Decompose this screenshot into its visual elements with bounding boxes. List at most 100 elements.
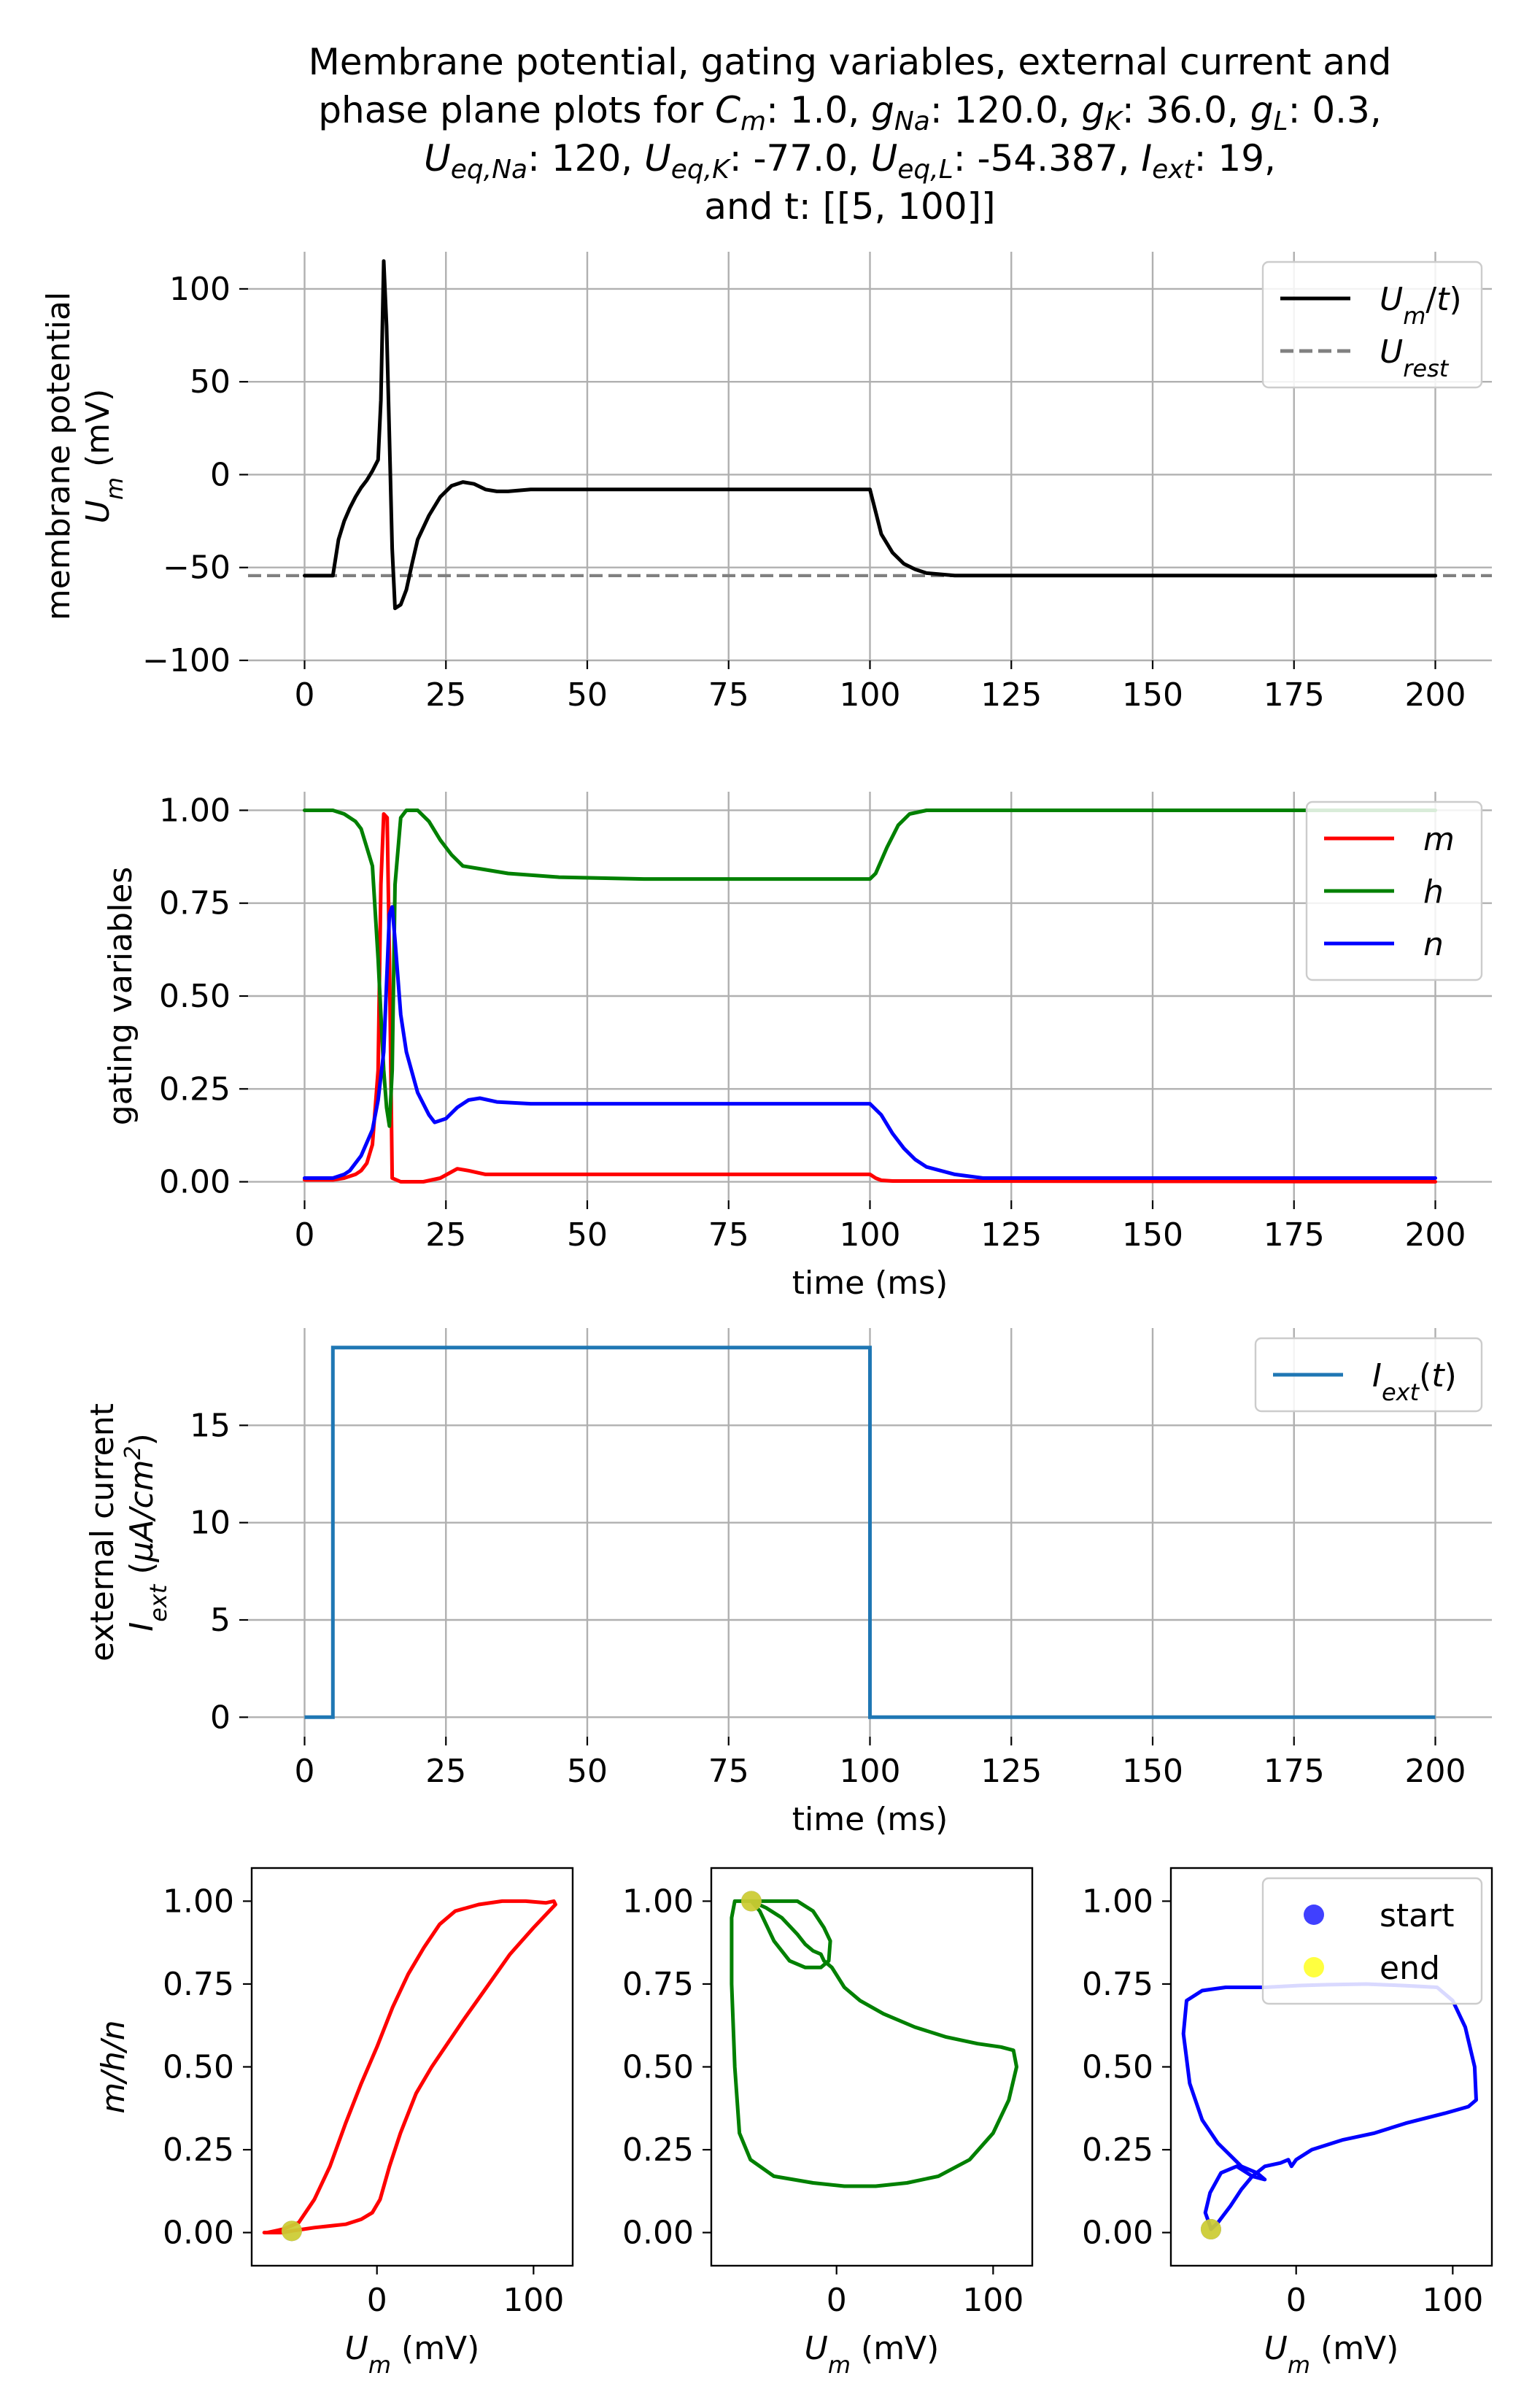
x-axis-label: time (ms) [792, 1265, 948, 1302]
legend: start end [1261, 1877, 1483, 2005]
x-tick-label: 125 [980, 1216, 1042, 1254]
x-tick-label: 150 [1122, 676, 1183, 714]
x-tick-label: 125 [980, 1753, 1042, 1790]
x-tick-label: 100 [840, 1216, 901, 1254]
phase-series-m [262, 1899, 557, 2235]
x-tick-label: 125 [980, 676, 1042, 714]
legend: mhn [1305, 800, 1483, 981]
legend-label-start: start [1380, 1897, 1454, 1934]
x-tick-label: 50 [567, 1216, 608, 1254]
y-tick-label: 0.00 [622, 2215, 694, 2252]
x-tick-label: 200 [1405, 1753, 1466, 1790]
x-axis-label: time (ms) [792, 1801, 948, 1838]
x-tick-label: 25 [425, 1216, 466, 1254]
x-tick-label: 50 [567, 676, 608, 714]
x-tick-label: 150 [1122, 1753, 1183, 1790]
chart-phase-m: 0 100 0.00 0.25 0.50 0.75 1.00 Um (mV) m/h/n [95, 1867, 574, 2379]
y-tick-label: 50 [190, 363, 231, 401]
y-tick-label: 10 [190, 1505, 231, 1542]
end-marker [740, 1891, 762, 1912]
phase-series-h [730, 1899, 1018, 2188]
y-tick-label: 5 [210, 1602, 231, 1639]
y-axis-label-line-1: membrane potential [40, 292, 77, 620]
y-tick-label: 0.00 [1082, 2215, 1153, 2252]
legend-marker-end [1304, 1957, 1324, 1977]
y-tick-label: 1.00 [622, 1883, 694, 1920]
y-axis-label: external current Iext (μA/cm2) [84, 1403, 172, 1662]
x-tick-label: 0 [367, 2282, 387, 2319]
series-u-m [303, 259, 1437, 611]
x-tick-label: 100 [962, 2282, 1024, 2319]
x-axis-label: Um (mV) [805, 2330, 940, 2379]
x-tick-label: 0 [295, 676, 315, 714]
x-tick-label: 100 [840, 1753, 901, 1790]
x-tick-label: 75 [708, 676, 749, 714]
x-tick-label: 175 [1264, 1753, 1325, 1790]
y-axis-label-line-2: Iext (μA/cm2) [120, 1433, 173, 1632]
y-tick-label: 1.00 [163, 1883, 234, 1920]
chart-gating: 0 25 50 75 100 125 150 175 200 0.00 0.25 0.50 0.75 1.… [102, 792, 1492, 1302]
legend-box [1254, 1337, 1483, 1413]
x-tick-label: 0 [1286, 2282, 1307, 2319]
y-tick-label: 0.25 [159, 1070, 231, 1108]
y-tick-label: 1.00 [1082, 1883, 1153, 1920]
y-tick-label: 0 [210, 1699, 231, 1736]
legend-label-end: end [1380, 1950, 1440, 1987]
title-line-1: Membrane potential, gating variables, ex… [308, 41, 1392, 83]
x-tick-label: 0 [295, 1753, 315, 1790]
y-axis-label-line-1: external current [84, 1403, 121, 1662]
x-tick-label: 0 [295, 1216, 315, 1254]
x-tick-label: 75 [708, 1753, 749, 1790]
series-h [303, 809, 1437, 1128]
y-tick-label: 100 [169, 271, 231, 308]
legend-label-m: m [1423, 821, 1455, 858]
title-line-3: Ueq,Na: 120, Ueq,K: -77.0, Ueq,L: -54.38… [424, 137, 1276, 185]
x-axis-label: Um (mV) [345, 2330, 480, 2379]
y-tick-label: 0.75 [163, 1966, 234, 2003]
x-tick-label: 100 [840, 676, 901, 714]
legend: Iext(t) [1254, 1337, 1483, 1413]
axes-frame [710, 1867, 1034, 2267]
x-tick-label: 150 [1122, 1216, 1183, 1254]
y-tick-label: −50 [163, 549, 231, 587]
series-m [303, 812, 1437, 1184]
y-axis-label: membrane potential Um (mV) [40, 292, 128, 620]
title-line-2: phase plane plots for Cm: 1.0, gNa: 120.… [318, 89, 1382, 137]
x-tick-label: 100 [503, 2282, 564, 2319]
x-axis-label: Um (mV) [1264, 2330, 1399, 2379]
legend-marker-start [1304, 1905, 1324, 1925]
y-tick-label: 0.50 [622, 2049, 694, 2086]
y-tick-label: 0.50 [1082, 2049, 1153, 2086]
end-marker [281, 2220, 302, 2242]
x-tick-label: 100 [1422, 2282, 1483, 2319]
title-line-4: and t: [[5, 100]] [704, 185, 996, 228]
y-tick-label: −100 [142, 642, 231, 679]
x-tick-label: 200 [1405, 1216, 1466, 1254]
x-tick-label: 25 [425, 1753, 466, 1790]
x-tick-label: 25 [425, 676, 466, 714]
end-marker [1200, 2219, 1221, 2240]
x-tick-label: 175 [1264, 676, 1325, 714]
y-tick-label: 0.50 [163, 2049, 234, 2086]
y-axis-label: m/h/n [95, 2020, 132, 2113]
y-tick-label: 0.00 [163, 2215, 234, 2252]
legend-label-U_m/t: Um/t) [1380, 281, 1462, 330]
chart-phase-h: 0 100 0.00 0.25 0.50 0.75 1.00 Um (mV) [622, 1867, 1034, 2379]
y-tick-label: 0.75 [159, 885, 231, 922]
chart-phase-n: 0 100 0.00 0.25 0.50 0.75 1.00 Um (mV) start end [1082, 1867, 1493, 2379]
phase-series-n [1181, 1982, 1478, 2231]
chart-membrane: 0 25 50 75 100 125 150 175 200 −100 −50 0 50 100 Um/t)… [40, 252, 1492, 714]
y-tick-label: 15 [190, 1407, 231, 1444]
y-axis-label: gating variables [102, 867, 139, 1126]
x-tick-label: 75 [708, 1216, 749, 1254]
x-tick-label: 50 [567, 1753, 608, 1790]
y-tick-label: 1.00 [159, 792, 231, 829]
x-tick-label: 0 [827, 2282, 847, 2319]
chart-current: 0 25 50 75 100 125 150 175 200 0 5 10 15 Iext(t) exter… [84, 1328, 1492, 1838]
legend-label-U_rest: Urest [1380, 333, 1450, 382]
legend-box [1261, 261, 1483, 389]
y-tick-label: 0.25 [1082, 2131, 1153, 2169]
y-tick-label: 0.00 [159, 1164, 231, 1201]
y-tick-label: 0.50 [159, 978, 231, 1015]
